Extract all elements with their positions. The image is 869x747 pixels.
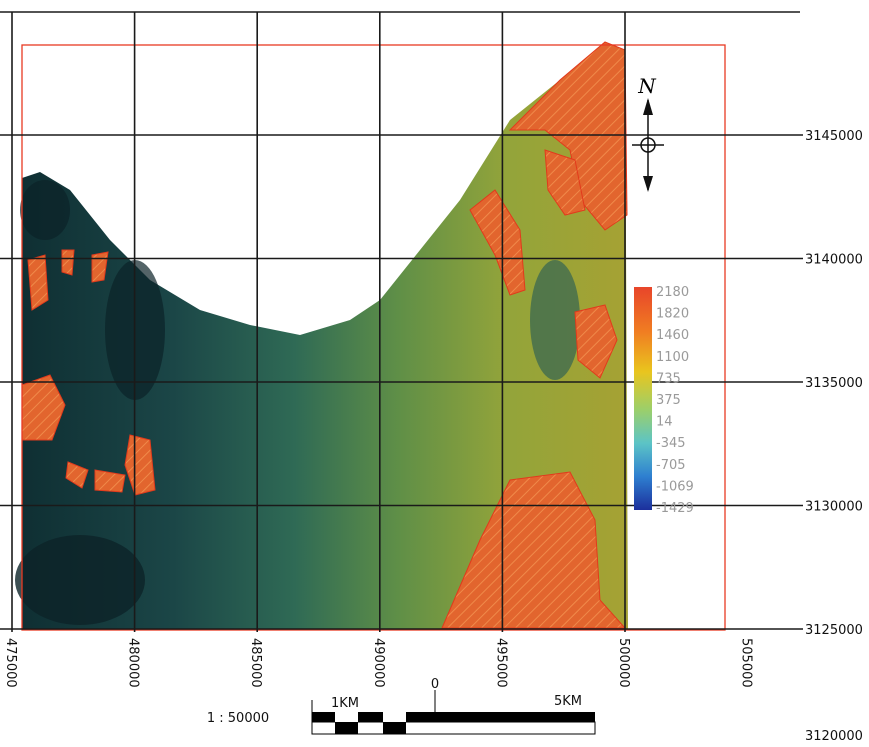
scale-bar: 1 : 50000 1KM 0 5KM (207, 677, 595, 734)
legend-labels: 2180 1820 1460 1100 735 375 14 -345 -705 -1069 -14… (656, 285, 694, 516)
north-label: N (637, 74, 657, 98)
dark-zone (20, 180, 70, 240)
dark-zone (530, 260, 580, 380)
scale-segment (383, 722, 406, 734)
y-label: 3135000 (805, 376, 863, 391)
legend-label: 1100 (656, 350, 689, 365)
legend-label: 14 (656, 415, 673, 430)
scale-ratio: 1 : 50000 (207, 711, 269, 726)
legend-label: 735 (656, 371, 681, 386)
scale-segment (335, 712, 358, 722)
legend: 2180 1820 1460 1100 735 375 14 -345 -705 -1069 -14… (634, 285, 694, 516)
x-label: 480000 (126, 638, 141, 688)
colorbar (634, 287, 652, 510)
y-label: 3140000 (805, 253, 863, 268)
y-labels: 3145000 3140000 3135000 3130000 3125000 31200… (805, 129, 863, 744)
x-label: 495000 (493, 638, 508, 688)
x-label: 500000 (616, 638, 631, 688)
scale-right-label: 5KM (554, 694, 582, 709)
legend-label: 375 (656, 393, 681, 408)
legend-label: -345 (656, 436, 686, 451)
x-label: 490000 (371, 638, 386, 688)
scale-zero-label: 0 (431, 677, 439, 692)
north-tail (643, 176, 653, 192)
x-label: 485000 (248, 638, 263, 688)
anomaly-zone (28, 255, 48, 310)
legend-label: -1429 (656, 501, 694, 516)
dark-zone (15, 535, 145, 625)
y-label: 3145000 (805, 129, 863, 144)
x-labels: 475000 480000 485000 490000 495000 500000 5050… (3, 638, 754, 688)
x-label: 475000 (3, 638, 18, 688)
north-tip (643, 98, 653, 115)
y-label: 3125000 (805, 623, 863, 638)
map: 475000 480000 485000 490000 495000 500000 5050… (0, 0, 869, 747)
legend-label: -1069 (656, 479, 694, 494)
legend-label: 1460 (656, 328, 689, 343)
legend-label: 2180 (656, 285, 689, 300)
scale-segment (383, 712, 406, 722)
legend-label: -705 (656, 458, 686, 473)
y-label: 3120000 (805, 729, 863, 744)
x-label: 505000 (739, 638, 754, 688)
legend-label: 1820 (656, 307, 689, 322)
north-arrow: N (632, 74, 664, 192)
scale-segment (335, 722, 358, 734)
scale-left-label: 1KM (331, 696, 359, 711)
anomaly-zone (62, 250, 74, 275)
y-label: 3130000 (805, 500, 863, 515)
